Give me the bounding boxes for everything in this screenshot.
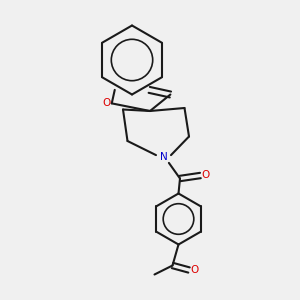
Text: O: O: [202, 170, 210, 181]
Text: N: N: [160, 152, 167, 163]
Text: O: O: [190, 265, 199, 275]
Text: O: O: [102, 98, 110, 108]
